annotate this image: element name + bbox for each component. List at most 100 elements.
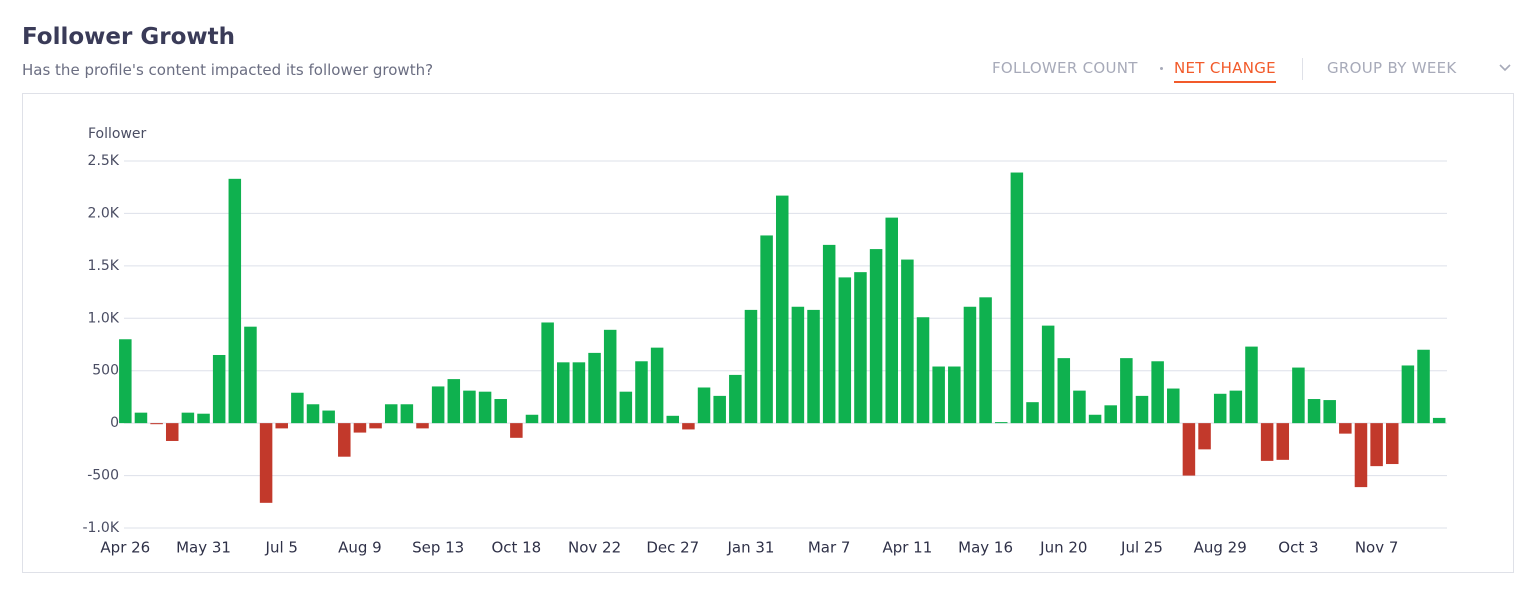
bar (603, 329, 617, 424)
y-tick-label: 500 (92, 363, 119, 379)
bar (916, 317, 930, 424)
y-axis-label: Follower (88, 126, 147, 142)
bar (854, 272, 867, 424)
x-tick-label: Apr 26 (100, 539, 150, 557)
bar (1292, 367, 1305, 424)
bar (666, 415, 680, 424)
bar (791, 306, 805, 424)
chart-panel (22, 93, 1514, 573)
bar (1151, 361, 1164, 424)
x-tick-label: Apr 11 (882, 539, 932, 557)
bar (901, 259, 914, 424)
bar (1057, 358, 1071, 424)
bar (1260, 423, 1274, 461)
bar (1401, 365, 1415, 424)
bar (932, 366, 945, 424)
bar (353, 423, 367, 433)
bar (1135, 395, 1149, 424)
bar (682, 423, 695, 430)
bar (1339, 423, 1352, 434)
separator-dot (1160, 67, 1163, 70)
bar (1276, 423, 1290, 460)
x-tick-label: Jul 5 (265, 539, 298, 557)
bar (963, 306, 977, 424)
bar (619, 391, 633, 424)
bar (1370, 423, 1383, 467)
chevron[interactable] (1498, 63, 1512, 73)
bar (275, 423, 288, 429)
bar (572, 362, 586, 424)
bar (635, 361, 648, 424)
bar (744, 309, 758, 424)
bar (729, 374, 742, 424)
x-tick-label: Aug 9 (338, 539, 382, 557)
net-change-tab[interactable]: NET CHANGE (1174, 59, 1276, 83)
y-tick-label: 1.0K (88, 310, 120, 326)
group-by-dropdown[interactable]: GROUP BY WEEK (1327, 59, 1457, 77)
x-tick-label: Sep 13 (412, 539, 464, 557)
bar (134, 412, 148, 424)
bar (1167, 388, 1180, 424)
bar (775, 195, 789, 424)
bar (1245, 346, 1258, 424)
x-tick-label: Mar 7 (808, 539, 851, 557)
bar (1432, 417, 1446, 424)
subtitle: Has the profile's content impacted its f… (22, 61, 434, 79)
bar (212, 354, 226, 424)
x-tick-label: Jul 25 (1120, 539, 1163, 557)
bar (416, 423, 429, 429)
bar (447, 379, 461, 424)
bar (322, 410, 335, 424)
bar (713, 395, 726, 424)
x-tick-label: Jan 31 (726, 539, 774, 557)
x-tick-label: Nov 22 (568, 539, 621, 557)
bar (1073, 390, 1086, 424)
bar (1354, 423, 1368, 488)
x-tick-label: May 31 (176, 539, 231, 557)
follower-count-tab[interactable]: FOLLOWER COUNT (992, 59, 1138, 77)
bar (822, 244, 836, 424)
bar (306, 404, 320, 424)
bar (384, 404, 398, 424)
x-tick-label: Oct 3 (1278, 539, 1318, 557)
bar (838, 277, 852, 424)
y-tick-label: 0 (110, 415, 119, 431)
bar (1010, 172, 1024, 424)
bar (1323, 400, 1336, 424)
bar (228, 178, 242, 424)
bar (338, 423, 351, 457)
bar (557, 362, 570, 424)
x-tick-label: May 16 (958, 539, 1013, 557)
bar (541, 322, 554, 424)
bar (1088, 414, 1102, 424)
bar (1229, 390, 1243, 424)
bar (463, 390, 476, 424)
y-tick-label: 2.0K (88, 205, 120, 221)
bar (1385, 423, 1399, 465)
bar (525, 414, 539, 424)
bar (1120, 358, 1133, 424)
bar (259, 423, 273, 503)
bar (431, 386, 445, 424)
bar (400, 404, 414, 424)
x-tick-label: Aug 29 (1194, 539, 1247, 557)
bar (650, 347, 664, 424)
x-tick-label: Dec 27 (646, 539, 699, 557)
bar (994, 422, 1008, 424)
bar (165, 423, 179, 441)
bar (948, 366, 961, 424)
divider (1302, 58, 1303, 80)
x-tick-label: Jun 20 (1039, 539, 1087, 557)
bar (588, 352, 601, 424)
bar (181, 412, 195, 424)
bar (478, 391, 492, 424)
bar (885, 217, 898, 424)
x-tick-label: Nov 7 (1355, 539, 1399, 557)
bar (197, 413, 210, 424)
bar (244, 326, 257, 424)
y-tick-label: -1.0K (83, 520, 120, 536)
title: Follower Growth (22, 24, 235, 50)
bar (291, 392, 304, 424)
bar (369, 423, 382, 429)
bar (1198, 423, 1211, 450)
